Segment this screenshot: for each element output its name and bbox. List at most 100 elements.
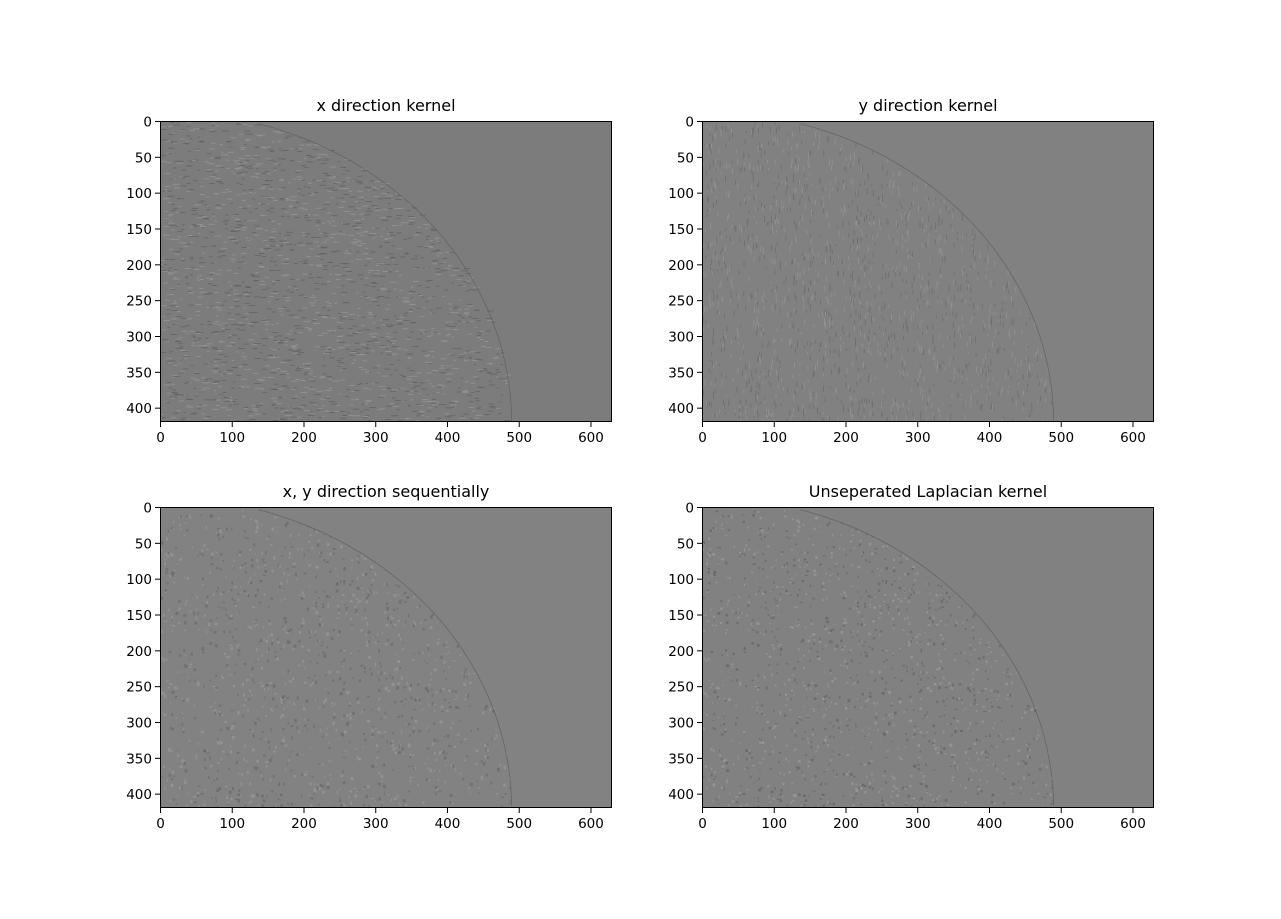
texture-speck: [725, 175, 726, 183]
texture-speck: [445, 365, 453, 367]
texture-speck: [396, 218, 401, 219]
texture-speck: [282, 782, 285, 786]
texture-speck: [892, 184, 894, 189]
texture-speck: [896, 265, 898, 270]
texture-speck: [859, 157, 861, 162]
texture-speck: [418, 294, 424, 296]
texture-speck: [737, 371, 739, 374]
texture-speck: [755, 399, 757, 403]
texture-speck: [403, 301, 411, 303]
texture-speck: [928, 196, 930, 203]
texture-speck: [223, 300, 226, 302]
texture-speck: [214, 644, 218, 648]
texture-speck: [360, 343, 367, 345]
texture-speck: [189, 514, 191, 518]
texture-speck: [783, 281, 785, 285]
texture-speck: [252, 606, 256, 609]
texture-speck: [409, 370, 415, 372]
texture-speck: [216, 567, 219, 570]
texture-speck: [171, 374, 178, 376]
texture-speck: [296, 368, 303, 370]
texture-speck: [380, 289, 387, 291]
texture-speck: [213, 390, 216, 392]
texture-speck: [261, 256, 267, 258]
texture-speck: [176, 697, 179, 700]
texture-speck: [245, 293, 249, 294]
texture-speck: [283, 258, 289, 260]
texture-speck: [713, 293, 715, 301]
texture-speck: [832, 187, 834, 191]
texture-speck: [255, 405, 263, 407]
texture-speck: [339, 233, 347, 235]
texture-speck: [757, 357, 759, 363]
texture-speck: [470, 418, 475, 420]
texture-speck: [922, 331, 923, 335]
texture-speck: [183, 245, 189, 247]
texture-speck: [466, 350, 471, 352]
texture-speck: [430, 243, 435, 245]
texture-speck: [262, 289, 267, 291]
texture-speck: [824, 243, 826, 246]
texture-speck: [345, 348, 351, 350]
texture-speck: [710, 300, 711, 308]
texture-speck: [286, 243, 293, 245]
texture-speck: [289, 680, 292, 683]
texture-speck: [421, 268, 426, 270]
texture-speck: [322, 651, 324, 654]
texture-speck: [795, 239, 797, 244]
texture-speck: [161, 629, 163, 634]
texture-speck: [220, 374, 223, 376]
texture-speck: [441, 385, 446, 387]
texture-speck: [973, 390, 975, 395]
texture-speck: [362, 597, 364, 600]
texture-speck: [473, 742, 475, 744]
texture-speck: [712, 334, 714, 341]
texture-speck: [191, 213, 198, 215]
texture-speck: [378, 797, 382, 801]
texture-speck: [293, 263, 299, 264]
texture-speck: [186, 318, 193, 320]
texture-speck: [464, 352, 467, 354]
texture-speck: [274, 692, 277, 696]
texture-speck: [483, 743, 487, 747]
texture-speck: [265, 245, 269, 247]
texture-speck: [1002, 302, 1004, 306]
texture-speck: [271, 569, 274, 573]
texture-speck: [1049, 388, 1051, 392]
texture-speck: [272, 684, 276, 688]
texture-speck: [244, 133, 247, 135]
texture-speck: [795, 144, 797, 148]
texture-speck: [253, 573, 256, 576]
texture-speck: [817, 408, 818, 415]
texture-speck: [387, 203, 391, 204]
texture-speck: [431, 688, 433, 691]
texture-speck: [339, 788, 341, 791]
texture-speck: [356, 557, 358, 560]
texture-speck: [808, 419, 810, 422]
texture-speck: [297, 310, 303, 312]
texture-speck: [429, 350, 435, 352]
texture-speck: [231, 367, 239, 369]
texture-speck: [183, 368, 189, 370]
texture-speck: [211, 125, 215, 126]
texture-speck: [357, 308, 361, 310]
texture-speck: [399, 197, 404, 199]
texture-speck: [451, 311, 455, 313]
texture-speck: [281, 695, 285, 699]
texture-speck: [167, 554, 169, 558]
texture-speck: [940, 274, 942, 279]
texture-speck: [187, 236, 194, 237]
texture-speck: [410, 322, 417, 323]
texture-speck: [188, 160, 192, 162]
texture-speck: [878, 286, 880, 290]
texture-speck: [275, 244, 280, 246]
texture-speck: [434, 751, 436, 755]
texture-speck: [860, 214, 862, 220]
texture-speck: [334, 182, 342, 183]
texture-speck: [1007, 369, 1009, 376]
texture-speck: [835, 309, 837, 314]
texture-speck: [887, 221, 889, 225]
texture-speck: [296, 278, 300, 280]
texture-speck: [310, 747, 312, 749]
texture-speck: [427, 730, 430, 732]
